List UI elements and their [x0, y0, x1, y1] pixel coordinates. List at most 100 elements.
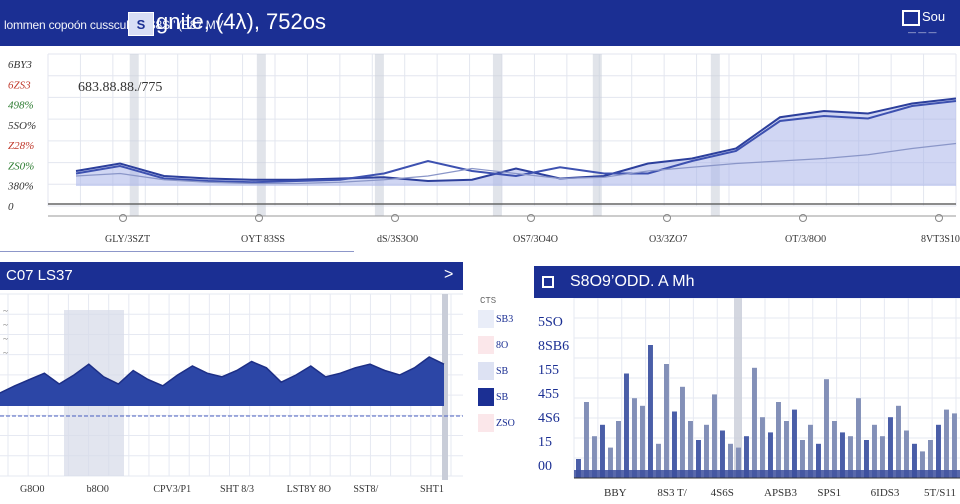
legend-swatch: [478, 362, 494, 380]
area-chart: ~ ~ ~ ~ G8O0 b8O0 CPV3/P1 SHT 8/3 LST8Y 8O SST8/S…: [0, 293, 463, 495]
series-line: [75, 100, 957, 184]
x-tick-label: OS7/3O4O: [513, 234, 558, 245]
x-tick-marker: [935, 214, 943, 222]
window-icon[interactable]: [902, 10, 920, 26]
bar: [896, 405, 901, 478]
y-tick-label: Z28%: [8, 140, 34, 152]
legend-item[interactable]: SB: [478, 384, 518, 410]
bar: [592, 436, 597, 478]
bar: [952, 413, 957, 478]
x-tick-label: BBY: [604, 487, 627, 499]
app-icon[interactable]: S: [128, 12, 154, 36]
x-tick-marker: [119, 214, 127, 222]
bar: [720, 430, 725, 478]
x-tick-label: G8O0: [20, 484, 44, 495]
y-tick-label: 380%: [7, 181, 34, 193]
x-tick-label: 6IDS3: [871, 487, 900, 499]
expand-arrow-icon[interactable]: >: [444, 266, 454, 283]
bar: [792, 409, 797, 478]
x-tick-label: SHT1: [420, 484, 444, 495]
y-tick-label: 6BY3: [8, 59, 32, 71]
bar: [584, 402, 589, 478]
legend-label: ZSO: [496, 417, 515, 429]
bar: [672, 411, 677, 478]
bar: [712, 394, 717, 478]
area-line: [0, 356, 445, 394]
x-tick-marker: [391, 214, 399, 222]
bar-chart: 5SO 8SB6 155 455 4S6 15 00 BBY 8S3 T/4S6S APSB3 SP…: [538, 298, 960, 499]
highlight-band: [592, 54, 602, 216]
bar: [944, 409, 949, 478]
x-tick-label: SHT 8/3: [220, 484, 254, 495]
bar: [728, 443, 733, 478]
series-line: [75, 142, 957, 185]
header-right-sub: — — —: [908, 28, 937, 37]
legend-label: 8O: [496, 339, 509, 351]
x-tick-label: CPV3/P1: [153, 484, 191, 495]
y-tick-label: 5SO%: [8, 120, 36, 132]
bar: [872, 424, 877, 478]
header-right-text[interactable]: Sou: [922, 9, 946, 24]
bar: [632, 398, 637, 478]
bar: [840, 432, 845, 478]
x-tick-label: 8S3 T/: [657, 487, 687, 499]
bar: [848, 436, 853, 478]
legend-swatch: [478, 414, 494, 432]
bar: [888, 417, 893, 478]
bar: [616, 421, 621, 478]
highlight-band: [734, 298, 742, 478]
x-tick-marker: [255, 214, 263, 222]
legend-item[interactable]: 8O: [478, 332, 518, 358]
highlight-band: [129, 54, 139, 216]
bar: [744, 436, 749, 478]
left-chart-panel: C07 LS37 > ~ ~ ~ ~ G8O0 b8O0 CPV3/P1 SHT 8/3 LST…: [0, 262, 463, 504]
highlight-band: [442, 294, 448, 480]
legend-header: CTS: [480, 296, 497, 306]
legend-swatch: [478, 310, 494, 328]
bar: [920, 451, 925, 478]
x-tick-marker: [799, 214, 807, 222]
bar: [784, 421, 789, 478]
bar: [576, 459, 581, 478]
y-tick-label: ~: [3, 306, 8, 316]
y-tick-label: ZS0%: [8, 160, 34, 172]
x-tick-label: GLY/3SZT: [105, 234, 150, 245]
y-tick-label: 5SO: [538, 315, 563, 330]
window-caption: lommen copoón cusscuh ‘ 1S8SI’ (E87 MV: [4, 18, 224, 32]
x-tick-label: SST8/: [353, 484, 378, 495]
baseline-band: [574, 470, 960, 478]
bar: [776, 402, 781, 478]
legend-item[interactable]: ZSO: [478, 410, 518, 436]
y-tick-label: 155: [538, 363, 559, 378]
right-panel-title: S8O9’ODD. A Mh: [570, 273, 695, 290]
legend-item[interactable]: SB: [478, 358, 518, 384]
legend: CTS SB3 8O SB SB ZSO: [478, 296, 518, 446]
legend-swatch: [478, 388, 494, 406]
x-tick-marker: [527, 214, 535, 222]
y-tick-label: 6ZS3: [8, 79, 31, 91]
x-tick-label: SPS1: [817, 487, 841, 499]
bar: [640, 405, 645, 478]
left-panel-header: C07 LS37 >: [0, 262, 463, 290]
bar: [680, 386, 685, 478]
bar: [648, 345, 653, 478]
highlight-band: [374, 54, 384, 216]
bar: [832, 421, 837, 478]
bar: [800, 440, 805, 478]
bar: [600, 424, 605, 478]
bar: [808, 424, 813, 478]
bar: [696, 440, 701, 478]
legend-swatch: [478, 336, 494, 354]
main-line-chart: 6BY3 6ZS3 498% 5SO% Z28% ZS0% 380% 0 683.88.88./…: [0, 53, 960, 252]
highlight-band: [710, 54, 720, 216]
bar: [824, 379, 829, 478]
bar: [768, 432, 773, 478]
legend-item[interactable]: SB3: [478, 306, 518, 332]
square-icon[interactable]: [542, 276, 554, 288]
bar: [664, 364, 669, 478]
bar: [760, 417, 765, 478]
bar: [704, 424, 709, 478]
bar: [736, 447, 741, 478]
bar: [752, 367, 757, 478]
y-tick-label: ~: [3, 334, 8, 344]
